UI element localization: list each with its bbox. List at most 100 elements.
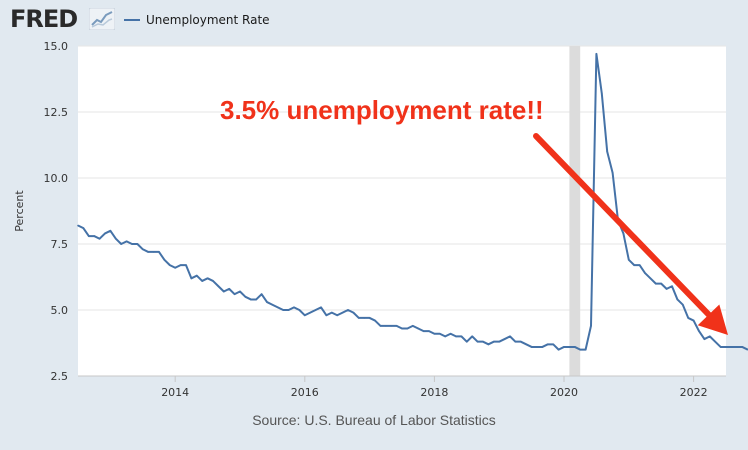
- data-point: [196, 274, 198, 277]
- data-point: [552, 343, 554, 346]
- data-point: [703, 338, 706, 340]
- recession-band: [569, 46, 581, 376]
- data-point: [374, 319, 376, 322]
- legend-swatch: [124, 19, 140, 21]
- data-point: [115, 237, 117, 240]
- data-point: [142, 248, 144, 251]
- data-point: [638, 264, 641, 266]
- data-point: [682, 303, 684, 306]
- data-point: [304, 314, 306, 317]
- x-tick-label: 2014: [161, 386, 189, 399]
- data-point: [88, 235, 90, 237]
- data-point: [730, 346, 733, 348]
- data-point: [158, 251, 160, 253]
- data-point: [352, 311, 355, 314]
- data-point: [223, 290, 225, 293]
- data-point: [174, 266, 176, 269]
- data-point: [671, 285, 673, 288]
- y-axis-label: Percent: [13, 190, 26, 232]
- plot-area: [78, 46, 726, 376]
- data-point: [466, 340, 468, 343]
- data-point: [152, 251, 155, 253]
- series-layer: [77, 52, 748, 351]
- data-point: [449, 332, 452, 335]
- data-point: [422, 330, 425, 332]
- data-point: [574, 346, 576, 348]
- data-point: [482, 340, 484, 343]
- data-point: [136, 243, 139, 245]
- chart: 2.5 5.0 7.5 10.0 12.5 15.0 Percent 2014 2016 2018…: [13, 40, 748, 399]
- data-point: [266, 301, 268, 303]
- data-point: [611, 171, 614, 174]
- data-point: [655, 282, 657, 285]
- data-point: [530, 346, 533, 348]
- legend-label: Unemployment Rate: [146, 13, 270, 27]
- data-point: [476, 340, 479, 343]
- data-point: [125, 240, 128, 243]
- data-point: [217, 285, 220, 288]
- chart-legend[interactable]: Unemployment Rate: [124, 10, 270, 30]
- y-tick-label: 5.0: [51, 304, 69, 317]
- data-point: [395, 325, 398, 327]
- data-point: [487, 343, 490, 346]
- data-point: [455, 335, 457, 338]
- data-point: [368, 317, 371, 319]
- data-point: [736, 346, 738, 348]
- data-point: [644, 272, 646, 274]
- annotation-arrow-shaft: [533, 133, 715, 321]
- data-point: [320, 306, 322, 309]
- data-point: [417, 327, 420, 330]
- data-point: [336, 314, 339, 317]
- data-point: [428, 330, 430, 332]
- data-point: [363, 317, 366, 319]
- y-tick-label: 2.5: [51, 370, 69, 383]
- data-point: [660, 282, 662, 285]
- fred-logo[interactable]: FRED: [10, 5, 78, 33]
- data-point: [331, 311, 333, 314]
- data-point: [719, 346, 722, 348]
- data-point: [98, 237, 101, 240]
- data-point: [692, 319, 695, 322]
- source-note: Source: U.S. Bureau of Labor Statistics: [252, 412, 496, 428]
- data-point: [557, 348, 560, 351]
- data-point: [201, 280, 203, 282]
- data-point: [525, 343, 527, 346]
- data-point: [120, 243, 122, 245]
- data-point: [401, 327, 403, 330]
- data-point: [93, 235, 95, 237]
- data-point: [503, 338, 506, 340]
- data-point: [212, 280, 214, 282]
- data-point: [649, 277, 652, 280]
- data-point: [709, 335, 711, 338]
- data-point: [584, 348, 587, 351]
- data-point: [714, 340, 716, 343]
- data-point: [536, 346, 538, 348]
- data-point: [498, 340, 501, 343]
- data-point: [169, 264, 171, 266]
- data-point: [725, 346, 727, 348]
- data-point: [579, 348, 581, 351]
- annotation-overlay: [533, 133, 728, 335]
- fred-graph-icon: [89, 8, 115, 30]
- data-point: [433, 332, 436, 335]
- data-point: [622, 232, 625, 235]
- data-point: [412, 325, 414, 327]
- data-point: [563, 346, 565, 348]
- x-tick-label: 2016: [291, 386, 319, 399]
- axes: 2.5 5.0 7.5 10.0 12.5 15.0 Percent 2014 2016 2018…: [13, 40, 726, 399]
- data-point: [606, 150, 608, 153]
- data-point: [444, 335, 447, 338]
- data-point: [341, 311, 344, 314]
- data-point: [676, 298, 679, 301]
- data-point: [741, 346, 743, 348]
- x-tick-label: 2018: [420, 386, 448, 399]
- data-point: [206, 277, 209, 280]
- data-point: [547, 343, 549, 346]
- data-point: [260, 293, 263, 295]
- data-point: [255, 298, 257, 301]
- y-tick-label: 10.0: [44, 172, 69, 185]
- data-point: [379, 325, 382, 327]
- data-point: [460, 335, 463, 338]
- y-tick-label: 15.0: [44, 40, 69, 53]
- data-point: [595, 53, 598, 55]
